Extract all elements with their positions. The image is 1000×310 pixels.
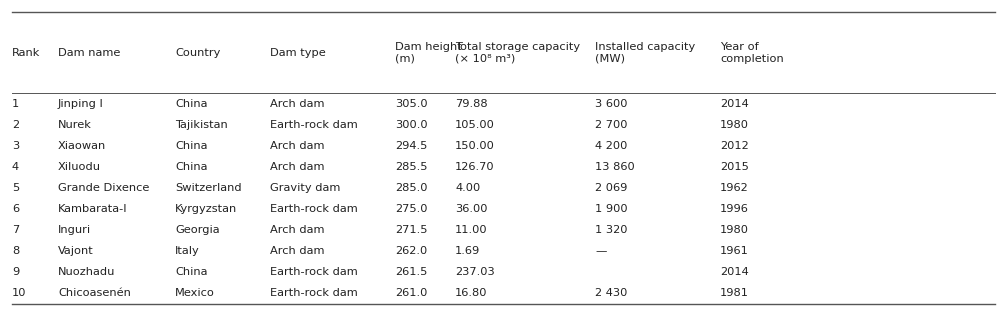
Text: 10: 10 [12,288,26,298]
Text: Arch dam: Arch dam [270,99,324,108]
Text: 4: 4 [12,162,19,172]
Text: 285.5: 285.5 [395,162,428,172]
Text: Xiluodu: Xiluodu [58,162,101,172]
Text: Jinping I: Jinping I [58,99,104,108]
Text: 36.00: 36.00 [455,204,488,214]
Text: Grande Dixence: Grande Dixence [58,183,149,193]
Text: 1996: 1996 [720,204,749,214]
Text: 8: 8 [12,246,19,256]
Text: Arch dam: Arch dam [270,246,324,256]
Text: Total storage capacity
(× 10⁸ m³): Total storage capacity (× 10⁸ m³) [455,42,580,64]
Text: 4.00: 4.00 [455,183,480,193]
Text: China: China [175,162,208,172]
Text: 262.0: 262.0 [395,246,427,256]
Text: 13 860: 13 860 [595,162,635,172]
Text: 1961: 1961 [720,246,749,256]
Text: Switzerland: Switzerland [175,183,242,193]
Text: 305.0: 305.0 [395,99,428,108]
Text: 4 200: 4 200 [595,141,627,151]
Text: Kyrgyzstan: Kyrgyzstan [175,204,237,214]
Text: 9: 9 [12,267,19,277]
Text: 1 900: 1 900 [595,204,628,214]
Text: 2 430: 2 430 [595,288,627,298]
Text: 3: 3 [12,141,19,151]
Text: Inguri: Inguri [58,225,91,235]
Text: 1: 1 [12,99,19,108]
Text: 150.00: 150.00 [455,141,495,151]
Text: Nurek: Nurek [58,120,92,130]
Text: Tajikistan: Tajikistan [175,120,228,130]
Text: 126.70: 126.70 [455,162,495,172]
Text: 2: 2 [12,120,19,130]
Text: Arch dam: Arch dam [270,225,324,235]
Text: Dam name: Dam name [58,48,120,58]
Text: Earth-rock dam: Earth-rock dam [270,120,358,130]
Text: 1980: 1980 [720,225,749,235]
Text: Country: Country [175,48,220,58]
Text: 1980: 1980 [720,120,749,130]
Text: 261.0: 261.0 [395,288,427,298]
Text: 7: 7 [12,225,19,235]
Text: 1981: 1981 [720,288,749,298]
Text: Earth-rock dam: Earth-rock dam [270,288,358,298]
Text: 261.5: 261.5 [395,267,427,277]
Text: Arch dam: Arch dam [270,141,324,151]
Text: 5: 5 [12,183,19,193]
Text: 1.69: 1.69 [455,246,480,256]
Text: 2012: 2012 [720,141,749,151]
Text: China: China [175,99,208,108]
Text: 16.80: 16.80 [455,288,488,298]
Text: Xiaowan: Xiaowan [58,141,106,151]
Text: —: — [595,246,606,256]
Text: 285.0: 285.0 [395,183,428,193]
Text: Earth-rock dam: Earth-rock dam [270,267,358,277]
Text: 294.5: 294.5 [395,141,427,151]
Text: Kambarata-I: Kambarata-I [58,204,128,214]
Text: 300.0: 300.0 [395,120,428,130]
Text: 2 700: 2 700 [595,120,628,130]
Text: 275.0: 275.0 [395,204,428,214]
Text: Arch dam: Arch dam [270,162,324,172]
Text: Georgia: Georgia [175,225,220,235]
Text: Gravity dam: Gravity dam [270,183,340,193]
Text: Vajont: Vajont [58,246,94,256]
Text: Mexico: Mexico [175,288,215,298]
Text: Rank: Rank [12,48,40,58]
Text: 271.5: 271.5 [395,225,428,235]
Text: 3 600: 3 600 [595,99,628,108]
Text: Dam height
(m): Dam height (m) [395,42,462,64]
Text: Installed capacity
(MW): Installed capacity (MW) [595,42,695,64]
Text: 1 320: 1 320 [595,225,628,235]
Text: Dam type: Dam type [270,48,326,58]
Text: 11.00: 11.00 [455,225,488,235]
Text: 79.88: 79.88 [455,99,488,108]
Text: 6: 6 [12,204,19,214]
Text: 105.00: 105.00 [455,120,495,130]
Text: Italy: Italy [175,246,200,256]
Text: Earth-rock dam: Earth-rock dam [270,204,358,214]
Text: Year of
completion: Year of completion [720,42,784,64]
Text: 1962: 1962 [720,183,749,193]
Text: 237.03: 237.03 [455,267,495,277]
Text: 2 069: 2 069 [595,183,627,193]
Text: Chicoasenén: Chicoasenén [58,288,131,298]
Text: China: China [175,141,208,151]
Text: 2014: 2014 [720,267,749,277]
Text: Nuozhadu: Nuozhadu [58,267,115,277]
Text: China: China [175,267,208,277]
Text: 2015: 2015 [720,162,749,172]
Text: 2014: 2014 [720,99,749,108]
